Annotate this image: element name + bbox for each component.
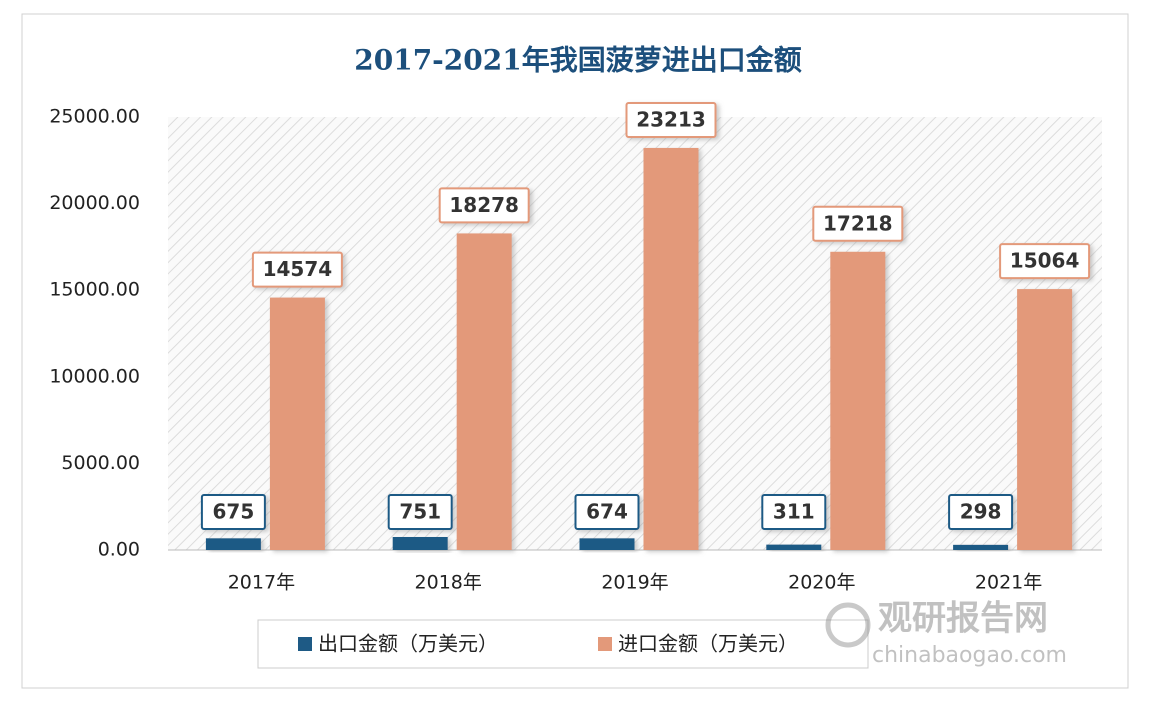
value-label-box bbox=[574, 494, 640, 530]
x-tick-label: 2020年 bbox=[788, 572, 855, 594]
value-label: 23213 bbox=[636, 107, 706, 131]
y-tick-label: 15000.00 bbox=[49, 279, 140, 301]
value-label-box bbox=[251, 251, 343, 288]
bar bbox=[1017, 289, 1073, 550]
value-label-box bbox=[625, 101, 717, 138]
watermark-name: 观研报告网 bbox=[878, 599, 1048, 639]
value-label: 298 bbox=[960, 500, 1002, 524]
chart-title: 2017-2021年我国菠萝进出口金额 bbox=[354, 44, 801, 77]
y-tick-label: 20000.00 bbox=[49, 192, 140, 214]
x-tick-label: 2017年 bbox=[228, 572, 295, 594]
bar bbox=[953, 544, 1009, 550]
legend-label: 进口金额（万美元） bbox=[618, 632, 798, 656]
value-label-box bbox=[948, 494, 1014, 530]
y-tick-label: 25000.00 bbox=[49, 106, 140, 128]
bar bbox=[579, 538, 635, 550]
value-label: 751 bbox=[399, 500, 441, 524]
value-label-box bbox=[387, 494, 453, 530]
value-label-box bbox=[999, 243, 1091, 280]
value-label: 14574 bbox=[263, 257, 333, 281]
bar bbox=[392, 536, 448, 550]
bar bbox=[766, 544, 822, 550]
value-label-box bbox=[200, 494, 266, 530]
bar bbox=[205, 538, 261, 550]
value-label-box bbox=[438, 187, 530, 224]
y-tick-label: 5000.00 bbox=[61, 452, 140, 474]
bar bbox=[456, 233, 512, 550]
y-tick-label: 0.00 bbox=[98, 539, 140, 561]
value-label: 311 bbox=[773, 500, 815, 524]
value-label-box bbox=[812, 205, 904, 242]
watermark: 观研报告网 chinabaogao.com bbox=[825, 599, 1067, 668]
value-label: 18278 bbox=[449, 193, 519, 217]
x-tick-label: 2019年 bbox=[601, 572, 668, 594]
value-label: 17218 bbox=[823, 211, 893, 235]
legend-label: 出口金额（万美元） bbox=[318, 632, 498, 656]
bar bbox=[643, 147, 699, 550]
bar bbox=[269, 297, 325, 550]
y-tick-label: 10000.00 bbox=[49, 365, 140, 387]
legend-swatch bbox=[298, 637, 312, 651]
value-label-box bbox=[761, 494, 827, 530]
legend-swatch bbox=[598, 637, 612, 651]
x-tick-label: 2021年 bbox=[975, 572, 1042, 594]
value-label: 15064 bbox=[1010, 249, 1080, 273]
legend-box bbox=[257, 619, 869, 669]
value-label: 674 bbox=[586, 500, 628, 524]
bar bbox=[830, 251, 886, 550]
watermark-url: chinabaogao.com bbox=[872, 643, 1067, 668]
watermark-logo bbox=[825, 602, 871, 648]
x-tick-label: 2018年 bbox=[415, 572, 482, 594]
value-label: 675 bbox=[213, 500, 255, 524]
